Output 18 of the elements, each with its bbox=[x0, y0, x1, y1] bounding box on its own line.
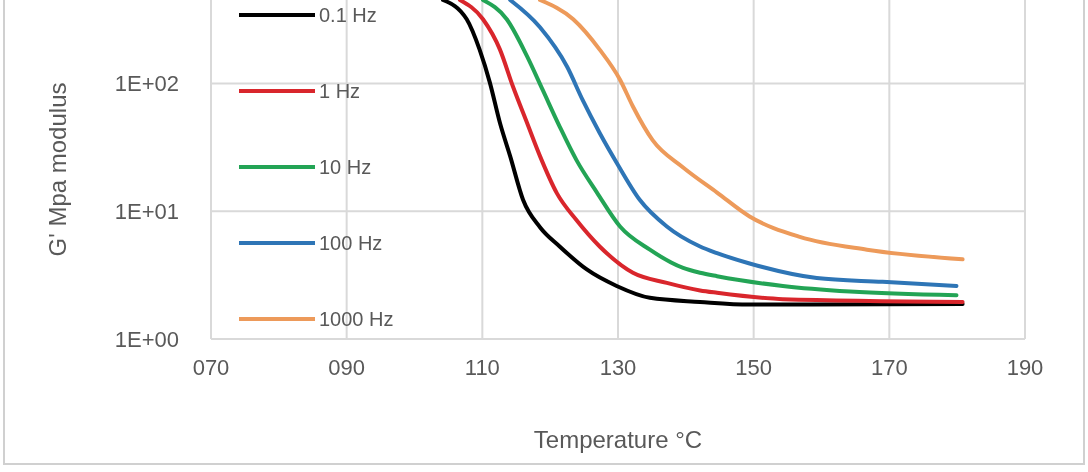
legend-label: 10 Hz bbox=[319, 156, 372, 178]
legend-label: 0.1 Hz bbox=[319, 4, 377, 26]
x-tick-label: 150 bbox=[735, 355, 773, 380]
x-tick-label: 090 bbox=[328, 355, 366, 380]
line-series bbox=[537, 0, 965, 262]
y-axis-title: G' Mpa modulus bbox=[44, 82, 71, 257]
y-tick-label: 1E+02 bbox=[114, 71, 179, 97]
legend-label: 1 Hz bbox=[319, 80, 361, 102]
legend-label: 1000 Hz bbox=[319, 308, 394, 330]
legend-label: 100 Hz bbox=[319, 232, 383, 254]
x-tick-label: 110 bbox=[464, 355, 500, 380]
y-tick-label: 1E+01 bbox=[114, 198, 179, 224]
x-axis-title: Temperature °C bbox=[533, 426, 703, 453]
x-tick-label: 130 bbox=[599, 355, 637, 380]
y-tick-label: 1E+00 bbox=[114, 326, 179, 352]
x-tick-label: 190 bbox=[1006, 355, 1044, 380]
x-tick-label: 070 bbox=[192, 355, 230, 380]
x-tick-label: 170 bbox=[870, 355, 908, 380]
